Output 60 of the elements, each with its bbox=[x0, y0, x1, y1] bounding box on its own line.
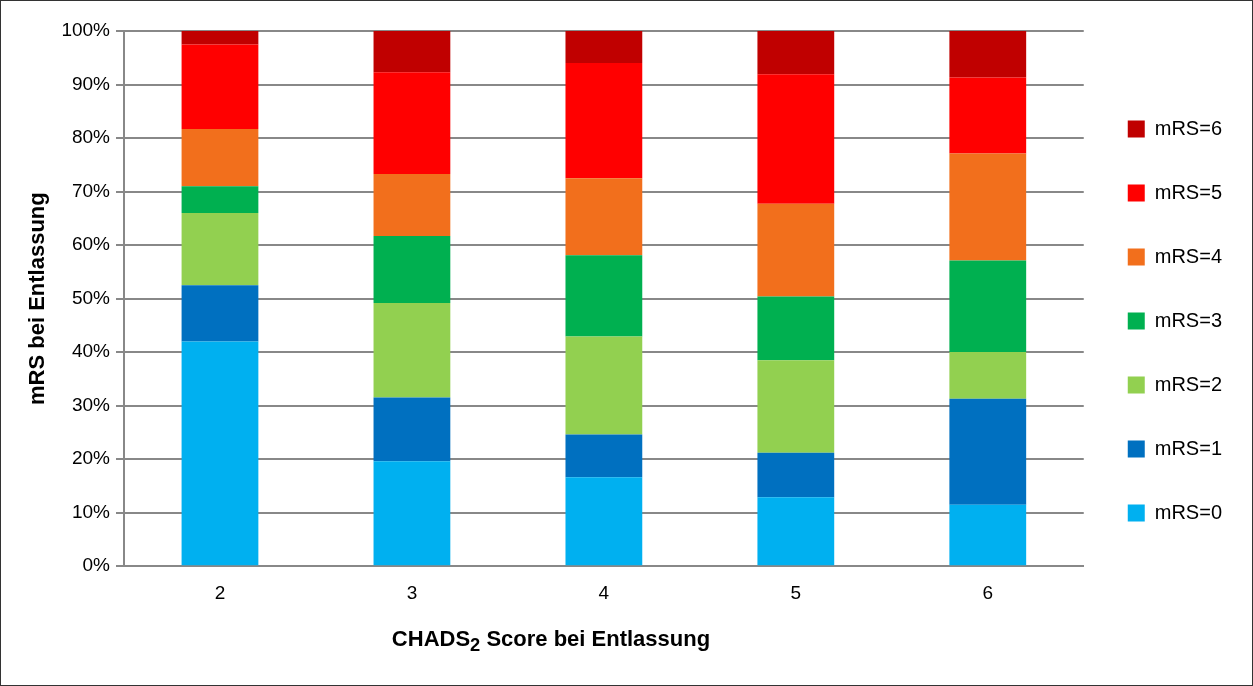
bar bbox=[181, 285, 259, 342]
bar bbox=[949, 352, 1027, 399]
bar bbox=[949, 153, 1027, 261]
bar bbox=[373, 235, 451, 303]
bar bbox=[181, 44, 259, 129]
x-tick-label: 3 bbox=[406, 581, 418, 603]
legend-label: mRS=2 bbox=[1154, 372, 1222, 395]
bar bbox=[565, 336, 643, 435]
y-tick-label: 70% bbox=[71, 179, 111, 201]
bar bbox=[565, 31, 643, 64]
legend-label: mRS=0 bbox=[1154, 500, 1222, 523]
bar bbox=[373, 461, 451, 566]
bar bbox=[373, 173, 451, 236]
y-tick-label: 30% bbox=[71, 393, 111, 415]
bar bbox=[181, 31, 259, 45]
bar bbox=[565, 477, 643, 566]
legend-label: mRS=3 bbox=[1154, 308, 1222, 331]
y-tick-label: 0% bbox=[82, 554, 111, 576]
bar bbox=[757, 360, 835, 453]
x-tick-label: 4 bbox=[598, 581, 610, 603]
bar bbox=[373, 72, 451, 174]
legend-label: mRS=1 bbox=[1154, 436, 1222, 459]
bar bbox=[373, 31, 451, 73]
bar bbox=[373, 302, 451, 398]
x-tick-label: 5 bbox=[790, 581, 802, 603]
bar bbox=[565, 255, 643, 337]
bar bbox=[757, 296, 835, 361]
bar bbox=[181, 341, 259, 566]
bar bbox=[373, 397, 451, 462]
bar bbox=[757, 31, 835, 75]
bar bbox=[949, 31, 1027, 78]
y-axis-title: mRS bei Entlassung bbox=[24, 192, 50, 405]
bar bbox=[757, 74, 835, 204]
bar bbox=[757, 497, 835, 566]
bar bbox=[181, 128, 259, 187]
y-tick-label: 40% bbox=[71, 340, 111, 362]
bar bbox=[757, 452, 835, 498]
y-tick-label: 20% bbox=[71, 447, 111, 469]
legend-label: mRS=6 bbox=[1154, 116, 1222, 139]
bar bbox=[181, 212, 259, 286]
x-tick-label: 2 bbox=[214, 581, 226, 603]
bar bbox=[565, 63, 643, 179]
y-tick-label: 90% bbox=[71, 72, 111, 94]
y-tick-label: 100% bbox=[61, 19, 111, 41]
legend-label: mRS=4 bbox=[1154, 244, 1222, 267]
x-axis-title: CHADS$_{2}$ Score bei Entlassung bbox=[390, 626, 712, 657]
bar bbox=[181, 186, 259, 213]
bar bbox=[565, 178, 643, 256]
y-tick-label: 60% bbox=[71, 233, 111, 255]
bar bbox=[949, 77, 1027, 154]
legend-label: mRS=5 bbox=[1154, 180, 1222, 203]
x-tick-label: 6 bbox=[982, 581, 994, 603]
y-tick-label: 50% bbox=[71, 286, 111, 308]
y-tick-label: 10% bbox=[71, 500, 111, 522]
bar bbox=[565, 434, 643, 478]
bar bbox=[949, 398, 1027, 505]
bar bbox=[757, 203, 835, 297]
bar bbox=[949, 504, 1027, 566]
y-tick-label: 80% bbox=[71, 126, 111, 148]
bar bbox=[949, 260, 1027, 353]
